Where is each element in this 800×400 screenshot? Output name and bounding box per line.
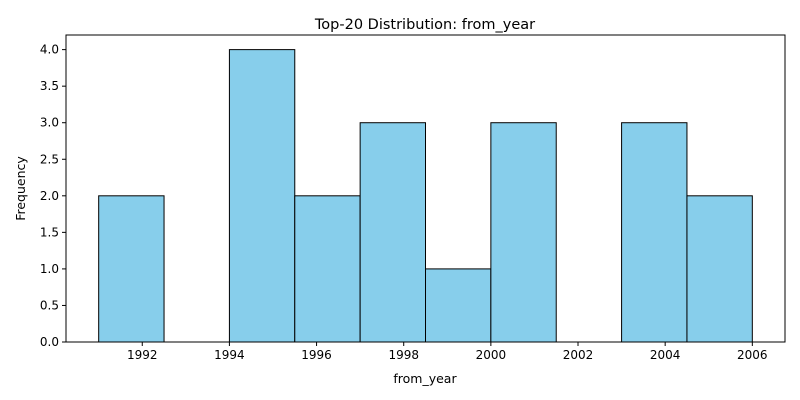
bars-group — [98, 49, 753, 343]
histogram-bar — [686, 195, 753, 343]
y-tick-label: 0.0 — [40, 335, 59, 349]
y-tick-label: 1.0 — [40, 262, 59, 276]
x-axis-label: from_year — [393, 371, 457, 386]
x-tick-label: 1998 — [388, 348, 419, 362]
x-axis-ticks: 1992 1994 1996 1998 2000 2002 2004 2006 — [127, 342, 768, 362]
histogram-bar — [228, 49, 296, 343]
x-tick-label: 1992 — [127, 348, 158, 362]
y-axis-label: Frequency — [13, 156, 28, 221]
x-tick-label: 2006 — [737, 348, 768, 362]
x-tick-label: 1996 — [301, 348, 332, 362]
x-tick-label: 2000 — [476, 348, 507, 362]
y-tick-label: 1.5 — [40, 225, 59, 239]
histogram-bar — [98, 195, 165, 343]
x-tick-label: 2002 — [563, 348, 594, 362]
y-tick-label: 4.0 — [40, 43, 59, 57]
y-tick-label: 2.0 — [40, 189, 59, 203]
x-tick-label: 2004 — [650, 348, 681, 362]
chart-title: Top-20 Distribution: from_year — [314, 17, 535, 33]
histogram-bar — [294, 195, 361, 343]
histogram-bar — [359, 122, 426, 343]
y-axis-ticks: 0.0 0.5 1.0 1.5 2.0 2.5 3.0 3.5 4.0 — [40, 43, 66, 349]
y-tick-label: 0.5 — [40, 298, 59, 312]
histogram-bar — [490, 122, 557, 343]
y-tick-label: 2.5 — [40, 152, 59, 166]
histogram-bar — [425, 268, 492, 343]
y-tick-label: 3.0 — [40, 116, 59, 130]
histogram-bar — [621, 122, 688, 343]
x-tick-label: 1994 — [214, 348, 245, 362]
plot-frame — [65, 34, 786, 343]
y-tick-label: 3.5 — [40, 79, 59, 93]
